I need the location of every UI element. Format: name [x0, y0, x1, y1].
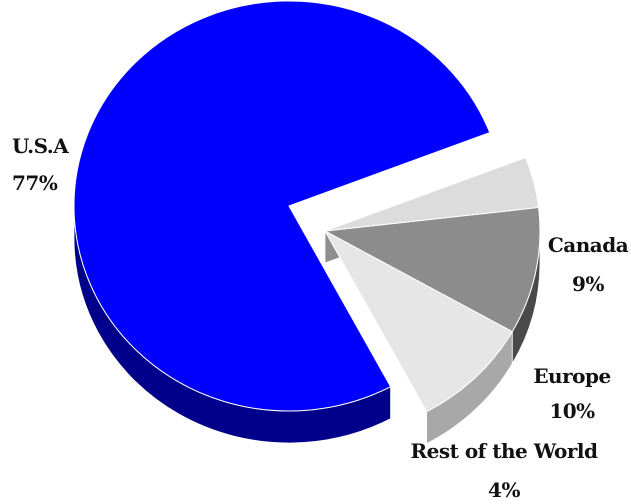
- europe-name-label: Europe: [533, 364, 610, 388]
- rest-of-the-world-slice: [324, 157, 540, 232]
- europe-slice: [324, 206, 541, 333]
- pie-slices: [73, 0, 541, 413]
- usa-name-label: U.S.A: [12, 134, 69, 158]
- canada-slice: [324, 230, 513, 413]
- usa-value-label: 77%: [12, 171, 58, 195]
- rest-of-world-value-label: 4%: [488, 478, 520, 502]
- pie-labels: U.S.A 77% Canada 9% Europe 10% Rest of t…: [12, 134, 629, 502]
- rest-of-world-name-label: Rest of the World: [411, 439, 598, 463]
- u-s-a-slice: [73, 0, 491, 412]
- canada-value-label: 9%: [572, 272, 604, 296]
- canada-name-label: Canada: [548, 233, 629, 257]
- europe-value-label: 10%: [549, 399, 595, 423]
